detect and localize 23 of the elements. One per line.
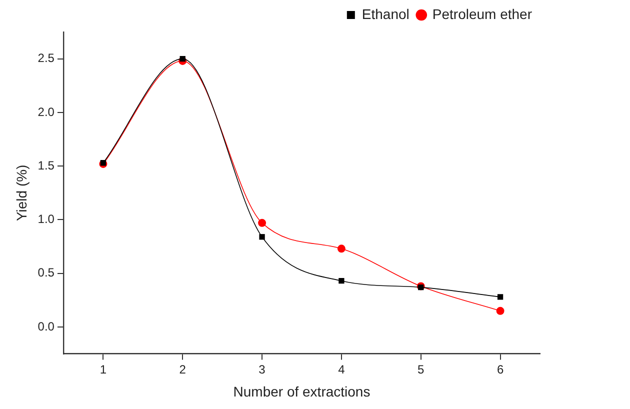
point — [180, 56, 186, 62]
y-tick-label: 1.5 — [38, 158, 55, 172]
x-tick-label: 2 — [179, 362, 186, 376]
point — [338, 278, 344, 284]
legend-label: Petroleum ether — [432, 6, 532, 22]
x-axis-title: Number of extractions — [233, 383, 370, 400]
x-tick-label: 3 — [258, 362, 266, 376]
x-tick-label: 4 — [338, 362, 346, 376]
y-axis-title: Yield (%) — [13, 164, 30, 222]
point — [258, 218, 266, 227]
point — [497, 294, 504, 300]
y-tick-label: 0.0 — [38, 319, 55, 334]
legend-label: Ethanol — [362, 6, 410, 22]
y-tick-label: 0.5 — [38, 266, 55, 280]
point — [496, 306, 504, 315]
x-tick-label: 1 — [100, 362, 107, 376]
point — [337, 244, 346, 253]
y-tick-label: 2.5 — [38, 51, 55, 66]
x-tick-label: 6 — [496, 362, 504, 376]
x-tick-label: 5 — [418, 362, 425, 376]
point — [259, 234, 265, 240]
y-tick-label: 1.0 — [38, 212, 55, 226]
y-tick-label: 2.0 — [38, 104, 55, 119]
